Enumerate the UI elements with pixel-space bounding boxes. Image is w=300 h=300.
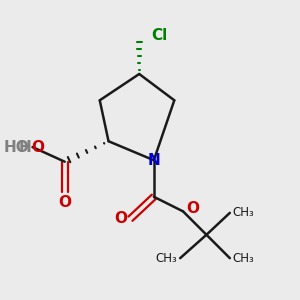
Text: Cl: Cl [151,28,167,44]
Text: H: H [18,140,31,154]
Text: O: O [186,201,199,216]
Text: HO: HO [4,140,30,154]
Text: CH₃: CH₃ [233,252,254,265]
Text: CH₃: CH₃ [155,252,177,265]
Text: O: O [31,140,44,154]
Text: O: O [58,195,71,210]
Text: O: O [115,211,128,226]
Text: N: N [148,153,160,168]
Text: CH₃: CH₃ [233,206,254,219]
